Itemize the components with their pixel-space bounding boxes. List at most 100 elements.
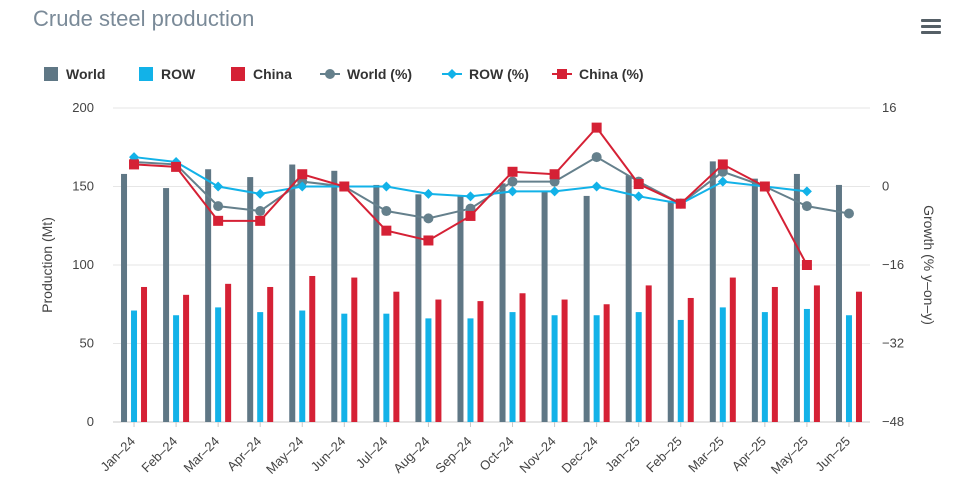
point-row-4	[297, 181, 308, 192]
point-china-1	[171, 161, 182, 172]
y-tick-label: 200	[72, 100, 94, 115]
point-china-14	[717, 159, 728, 170]
point-row-9	[507, 186, 518, 197]
x-tick-label: May–24	[263, 434, 306, 477]
legend-label-china: China (%)	[579, 66, 644, 82]
hamburger-menu-icon[interactable]	[915, 14, 947, 40]
bar-china-11	[603, 304, 610, 422]
y2-axis-title: Growth (% y–on–y)	[921, 205, 937, 325]
point-china-5	[339, 181, 350, 192]
bar-row-7	[425, 318, 432, 422]
bar-row-5	[341, 313, 348, 422]
point-china-10	[549, 169, 560, 180]
legend-label-world: World	[66, 66, 105, 82]
y-axis-title: Production (Mt)	[39, 217, 55, 313]
point-china-16	[801, 260, 812, 270]
bar-world-5	[331, 170, 338, 422]
bar-china-3	[267, 286, 274, 422]
bar-world-7	[415, 194, 422, 422]
x-tick-label: Oct–24	[476, 434, 516, 474]
y-tick-label: 150	[72, 179, 94, 194]
legend-marker-china	[557, 69, 567, 79]
bar-world-10	[541, 191, 548, 422]
line-world	[133, 155, 850, 220]
bar-china-8	[477, 301, 484, 422]
point-china-11	[591, 122, 602, 133]
bar-row-2	[215, 307, 222, 422]
point-china-8	[465, 210, 476, 221]
y2-tick-label: −32	[882, 336, 904, 351]
bar-world-3	[247, 177, 254, 422]
bar-china-10	[561, 299, 568, 422]
y2-tick-label: 0	[882, 179, 889, 194]
point-world-17	[843, 208, 854, 219]
bar-china-12	[645, 285, 652, 422]
point-china-12	[633, 179, 644, 190]
x-tick-label: Feb–25	[643, 434, 685, 476]
bar-row-4	[299, 310, 306, 422]
point-world-3	[255, 206, 266, 217]
legend-swatch-china	[231, 67, 245, 81]
bar-row-17	[845, 315, 852, 422]
point-world-16	[801, 201, 812, 212]
x-tick-label: Jul–24	[353, 434, 391, 472]
bar-row-1	[173, 315, 180, 422]
bar-china-2	[225, 283, 232, 422]
bar-row-9	[509, 312, 516, 422]
x-tick-label: Aug–24	[390, 434, 432, 476]
bar-china-4	[309, 275, 316, 422]
bar-world-15	[751, 178, 758, 422]
point-china-4	[297, 169, 308, 180]
bar-world-0	[121, 173, 128, 422]
bar-china-15	[771, 286, 778, 422]
bar-china-6	[393, 291, 400, 422]
bar-row-8	[467, 318, 474, 422]
bar-china-5	[351, 277, 358, 422]
bar-world-11	[583, 195, 590, 422]
bar-china-0	[141, 286, 148, 422]
x-tick-label: Mar–24	[180, 434, 222, 476]
y-tick-label: 0	[87, 414, 94, 429]
bar-row-10	[551, 315, 558, 422]
point-row-7	[423, 188, 434, 199]
bar-world-4	[289, 164, 296, 422]
legend-label-world: World (%)	[347, 66, 412, 82]
point-row-11	[591, 181, 602, 192]
bar-row-13	[677, 319, 684, 422]
point-world-6	[381, 206, 392, 217]
grid-lines	[113, 107, 870, 423]
point-row-10	[549, 186, 560, 197]
point-row-6	[381, 181, 392, 192]
x-tick-label: Sep–24	[432, 434, 474, 476]
legend-swatch-row	[139, 67, 153, 81]
point-china-0	[129, 159, 140, 170]
point-china-3	[255, 215, 266, 226]
point-row-16	[801, 186, 812, 197]
x-tick-label: Jan–24	[97, 434, 138, 475]
bar-row-3	[257, 312, 264, 422]
bar-world-1	[163, 188, 170, 422]
x-tick-label: Dec–24	[558, 434, 600, 476]
bar-china-16	[813, 285, 820, 422]
legend-marker-world	[325, 69, 335, 79]
y-tick-label: 100	[72, 257, 94, 272]
point-row-12	[633, 191, 644, 202]
chart-title: Crude steel production	[33, 6, 255, 31]
x-tick-label: Jun–25	[812, 434, 853, 475]
x-tick-label: Jan–25	[602, 434, 643, 475]
bar-world-17	[835, 184, 842, 422]
point-china-15	[759, 181, 770, 192]
point-row-2	[213, 181, 224, 192]
point-row-14	[717, 176, 728, 187]
legend-label-row: ROW	[161, 66, 196, 82]
bar-world-6	[373, 184, 380, 422]
legend-label-china: China	[253, 66, 292, 82]
bar-world-2	[205, 169, 212, 422]
point-row-8	[465, 191, 476, 202]
x-tick-label: May–25	[768, 434, 811, 477]
bar-china-1	[183, 294, 190, 422]
point-china-9	[507, 166, 518, 177]
y2-tick-label: 16	[882, 100, 896, 115]
point-row-3	[255, 188, 266, 199]
